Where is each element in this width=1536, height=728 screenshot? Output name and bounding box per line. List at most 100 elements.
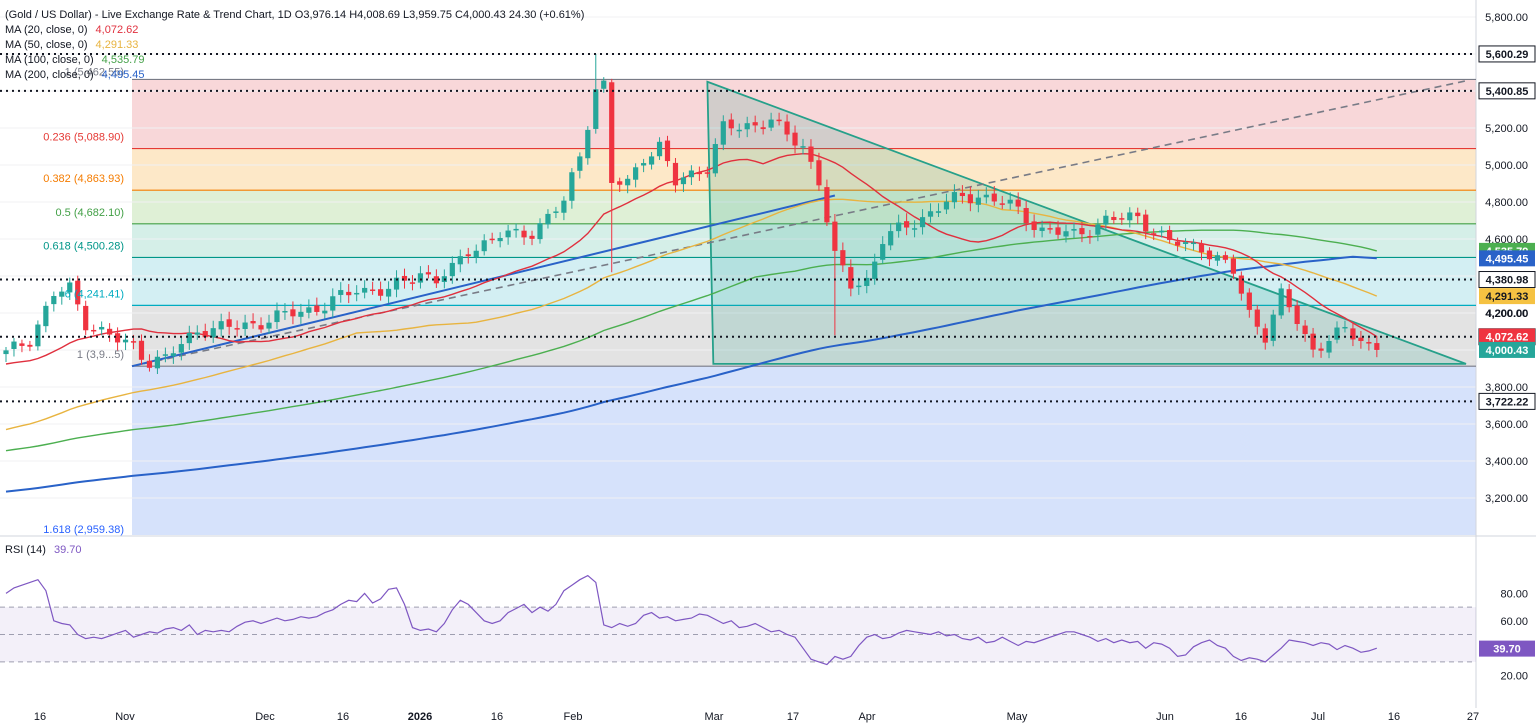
time-axis[interactable]: 16 Nov Dec 16 2026 16 Feb Mar 17 Apr May Jun 16 Jul 16… [34,711,1479,723]
candle [1334,321,1340,344]
candle-body [202,331,208,338]
candle-body [282,311,288,313]
candle-body [122,339,129,343]
candle-body [537,223,543,240]
candle [760,120,766,135]
candle-body [840,250,846,266]
candle [122,333,129,351]
candle [896,214,902,238]
trend-lines[interactable] [131,80,1467,368]
candle [776,112,782,126]
candle [1350,321,1356,347]
candle [346,284,352,304]
price-tick-5: 4,800.00 [1485,197,1528,209]
candle-body [521,230,527,238]
candle [409,275,416,291]
rsi-tick-3: 20.00 [1500,671,1528,683]
candle [1342,320,1348,333]
candle [1015,192,1021,215]
candle [991,186,997,206]
candle [577,152,583,179]
candle [888,223,894,251]
candle-body [67,282,73,293]
rsi-line [5,574,1377,666]
x-label-14: 16 [1388,711,1400,723]
candle-body [377,289,384,296]
fib-label-4: 0.618 (4,500.28) [43,240,124,252]
candle-body [35,324,41,347]
candle-body [497,237,503,242]
x-label-11: Jun [1156,711,1174,723]
candle [943,193,950,215]
candle [274,302,280,329]
candle-body [1063,231,1069,237]
candle [1326,334,1332,359]
candle [1143,209,1149,240]
rsi-label: RSI (14) 39.70 [5,544,82,556]
candle-body [824,187,830,223]
candle [194,325,200,340]
candle-body [648,156,655,165]
candle-body [1334,327,1340,340]
candle [617,177,623,192]
candle-body [322,310,328,314]
candle [1039,220,1045,238]
candle [967,186,973,212]
dotted-levels[interactable] [0,52,1476,403]
ma200-line [5,255,1377,493]
x-label-7: Mar [705,711,724,723]
candle [1055,220,1061,239]
candle [1182,238,1189,252]
price-tag-2: 4,291.33 [1486,291,1529,303]
candle [880,236,886,264]
rsi-last-value: 39.70 [1493,644,1521,656]
candle [808,139,814,169]
candle-body [911,228,918,230]
x-label-1: Nov [115,711,135,723]
candle [1071,222,1077,239]
candle [433,269,439,288]
candle-body [943,201,950,210]
candle-body [234,328,240,330]
candle [385,281,392,304]
candle-body [1326,341,1332,353]
candle-body [585,129,591,159]
candle [1310,327,1316,358]
candle [107,323,113,342]
candle-body [1071,228,1077,231]
candle-body [417,273,424,283]
candle-body [529,235,535,239]
candle [1278,283,1284,319]
candle-body [346,291,352,296]
level-tag-2: 4,380.98 [1486,275,1529,287]
candle [521,225,527,245]
legend: (Gold / US Dollar) - Live Exchange Rate … [5,9,584,556]
fib-label-5: 6 (4,241.41) [65,288,124,300]
candle-body [138,340,145,360]
price-tick-11: 3,600.00 [1485,419,1528,431]
candle-body [210,328,216,338]
candle [1358,330,1364,349]
ma20-label: MA (20, close, 0) 4,072.62 [5,24,138,36]
candle-body [162,354,168,356]
fib-zone-3 [132,223,1476,258]
candle [1095,218,1101,242]
candle [983,187,989,204]
x-label-6: Feb [564,711,583,723]
candle-body [1079,228,1085,235]
candle [393,270,400,298]
candle-body [481,240,487,252]
candle-body [306,307,312,313]
candle-body [1174,241,1181,246]
candlesticks[interactable] [3,54,1380,375]
candle-body [1143,214,1149,232]
price-tick-8: 4,200.00 [1485,308,1528,320]
candle-body [1055,227,1061,235]
price-tag-3: 4,072.62 [1486,332,1529,344]
candle-body [489,238,495,241]
candle-body [513,228,519,231]
candle-body [1111,216,1117,221]
candle [1047,221,1053,234]
